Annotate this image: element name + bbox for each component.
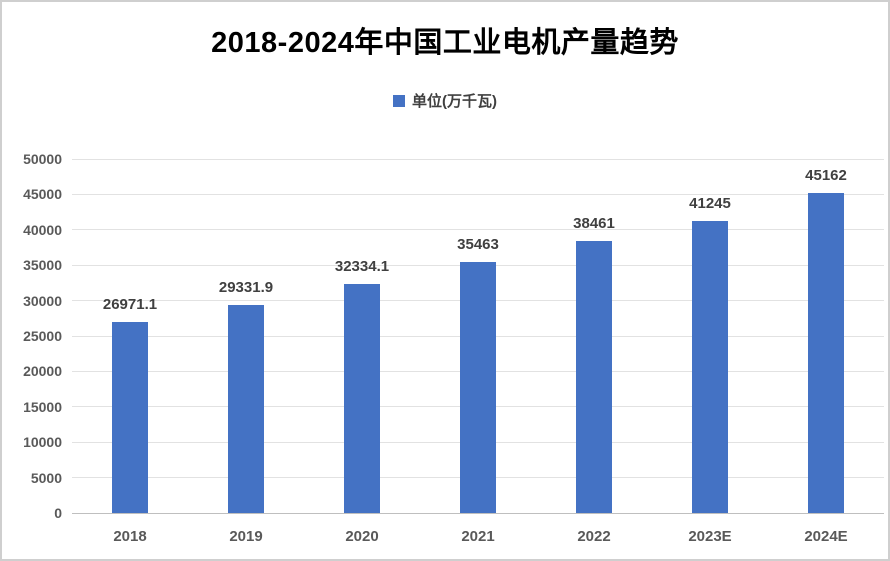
bar-value-label: 45162 (805, 167, 847, 185)
chart-title: 2018-2024年中国工业电机产量趋势 (211, 27, 679, 59)
legend: 单位(万千瓦) (2, 90, 888, 111)
bar-value-label: 38461 (573, 214, 615, 232)
bar-2018 (112, 322, 148, 513)
bar-2022 (576, 240, 612, 513)
x-tick-label: 2018 (113, 528, 147, 545)
plot-area: 26971.1 2018 29331.9 2019 32334.1 2020 35463 20… (72, 158, 884, 545)
bar-2019 (228, 305, 264, 513)
x-tick-label: 2023E (688, 528, 732, 545)
y-tick-label: 45000 (23, 186, 62, 203)
x-axis-line (72, 512, 884, 514)
bar-value-label: 41245 (689, 195, 731, 212)
gridline (72, 158, 884, 160)
legend-marker-icon (393, 94, 405, 107)
gridline (72, 193, 884, 195)
bar-value-label: 26971.1 (102, 296, 158, 314)
bar-2024E (808, 193, 844, 513)
y-tick-label: 5000 (30, 469, 62, 486)
y-tick-label: 25000 (23, 328, 62, 344)
x-tick-label: 2024E (804, 528, 848, 545)
bar-2023E (692, 221, 728, 513)
bar-value-label: 35463 (457, 235, 499, 253)
y-tick-label: 40000 (23, 221, 62, 238)
x-tick-label: 2019 (229, 528, 263, 545)
y-tick-label: 30000 (23, 292, 62, 309)
y-tick-label: 50000 (23, 151, 62, 167)
y-tick-label: 15000 (23, 398, 62, 415)
x-tick-label: 2021 (461, 528, 495, 545)
y-tick-label: 20000 (23, 363, 62, 380)
bar-value-label: 32334.1 (334, 258, 390, 276)
bar-2021 (460, 261, 496, 513)
y-tick-label: 0 (54, 505, 62, 521)
y-tick-label: 35000 (23, 257, 62, 274)
x-tick-label: 2022 (577, 528, 611, 545)
gridline (72, 229, 884, 231)
bar-2020 (344, 284, 380, 513)
bar-value-label: 29331.9 (218, 279, 274, 297)
x-tick-label: 2020 (345, 528, 379, 545)
legend-series-label: 单位(万千瓦) (412, 93, 497, 110)
y-tick-label: 10000 (23, 434, 62, 451)
